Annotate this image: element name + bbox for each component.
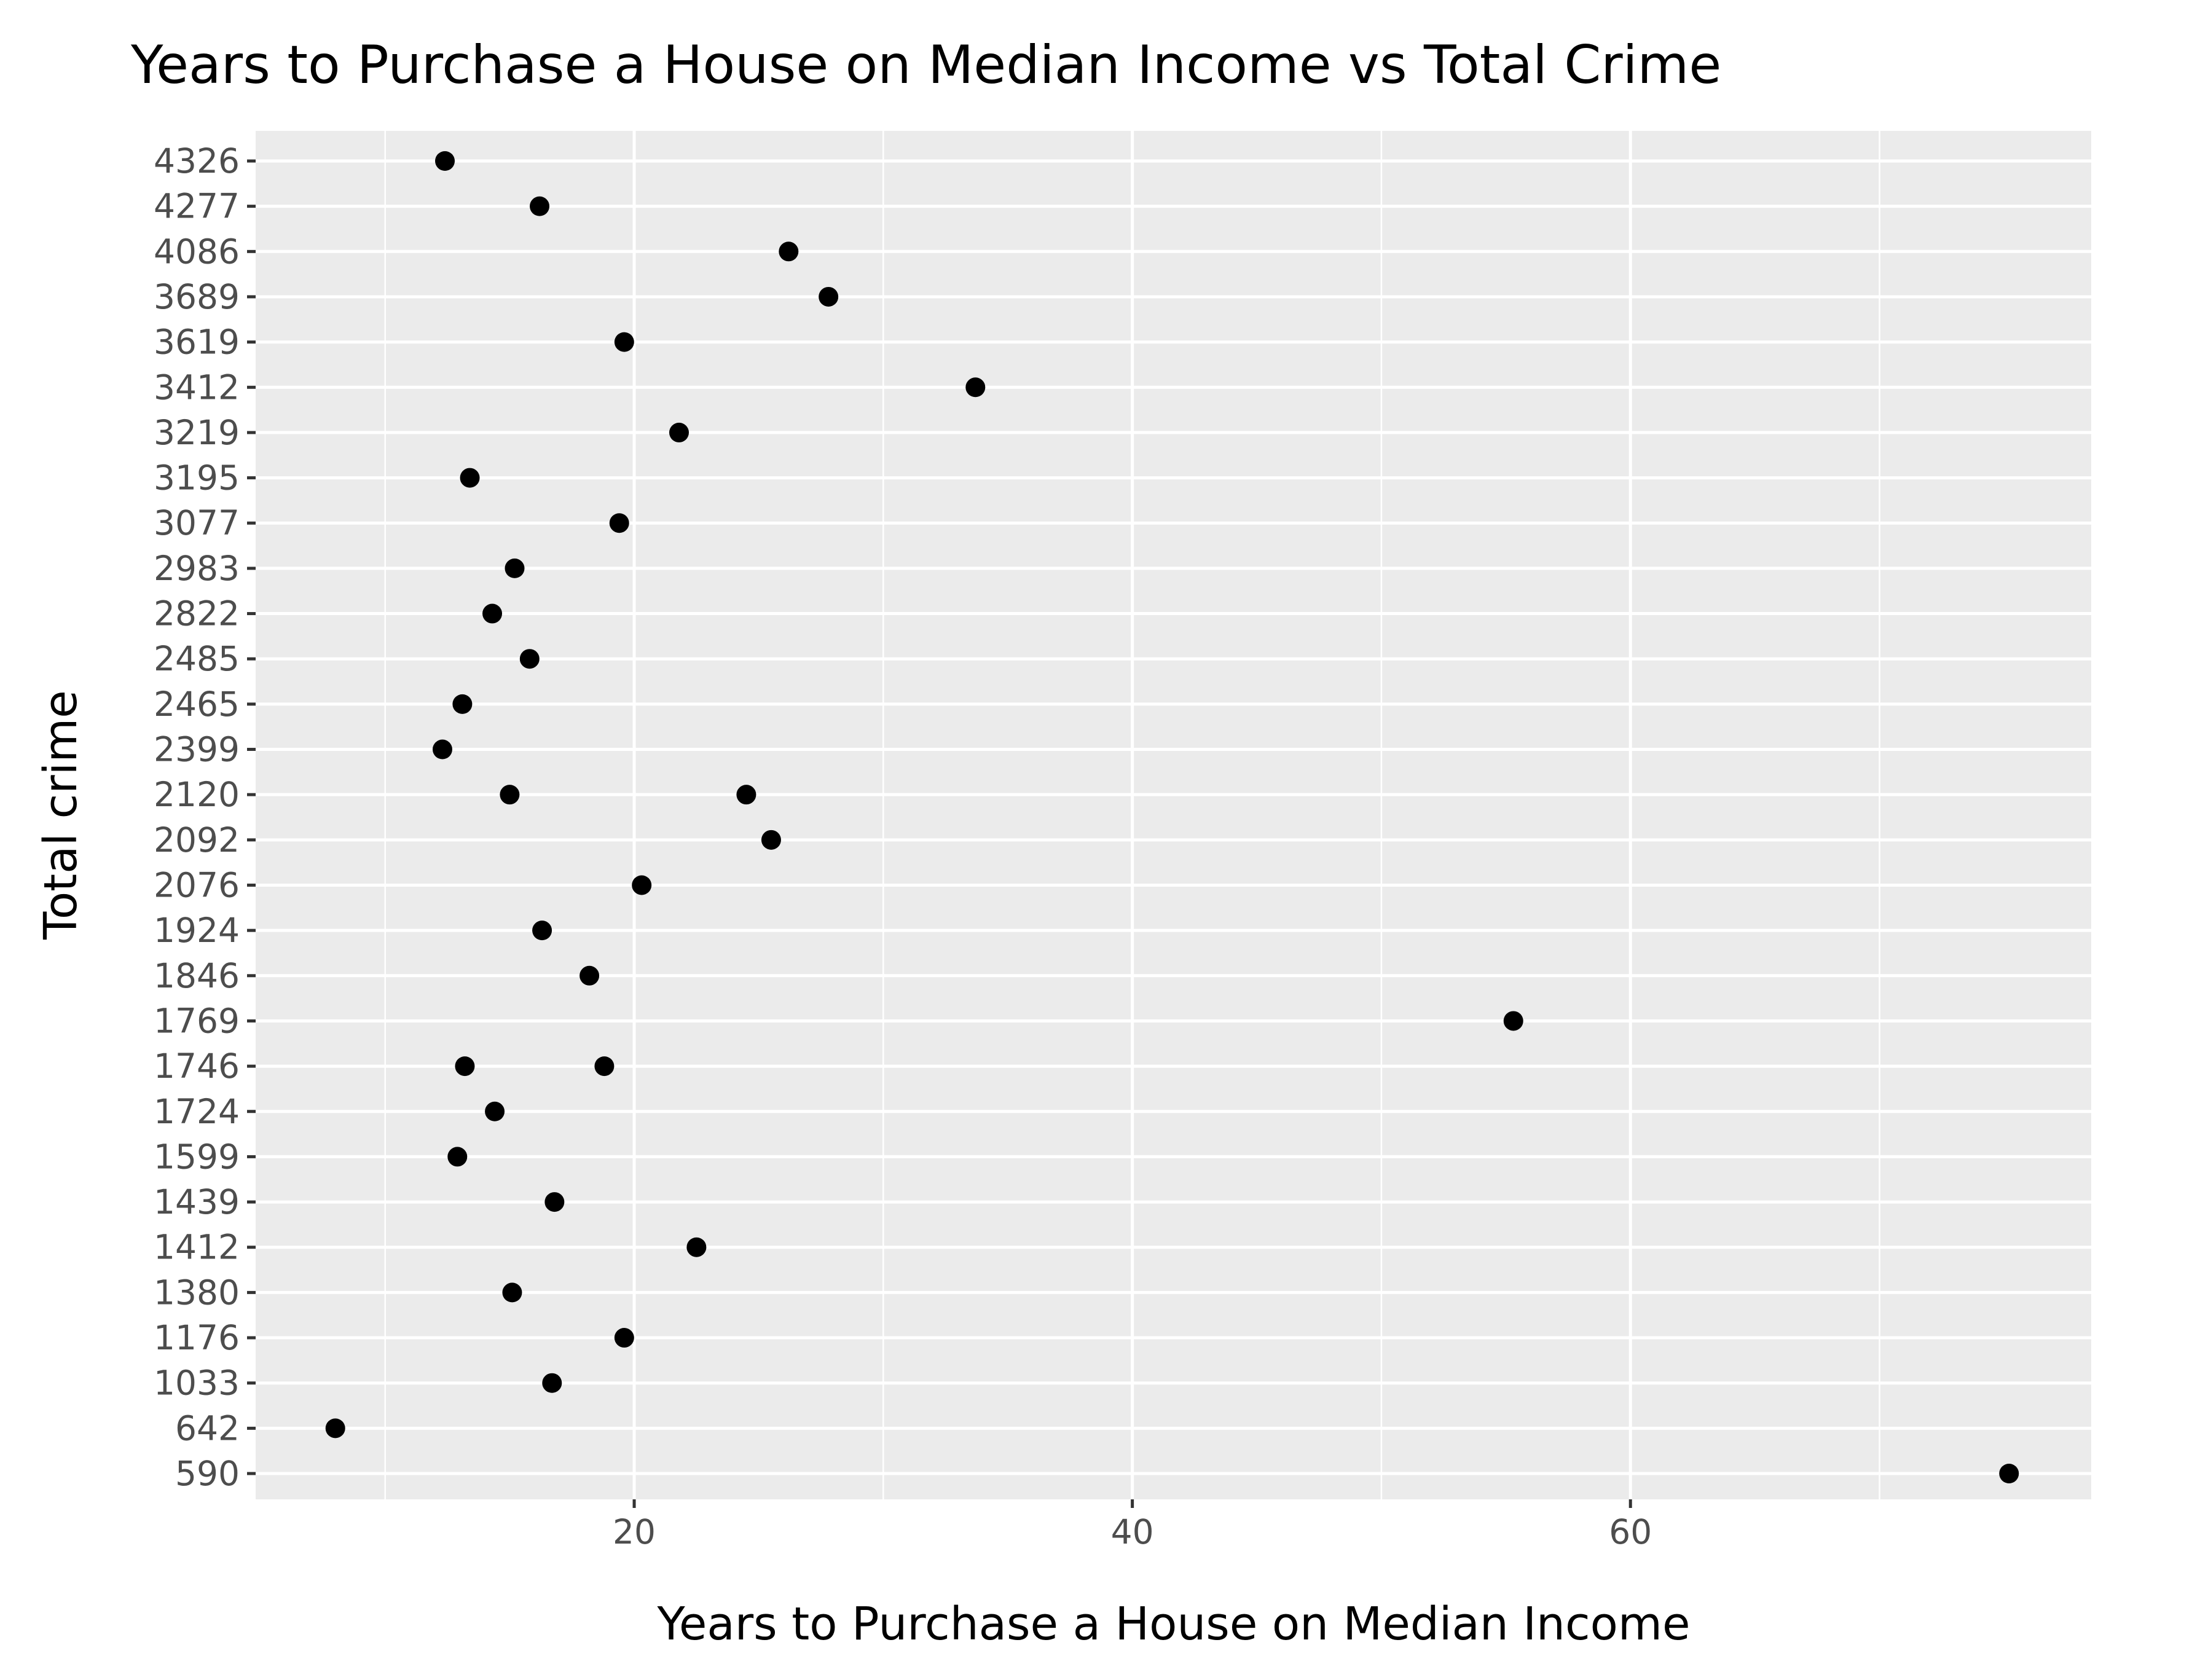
data-point [736, 785, 756, 805]
y-tick-label: 4326 [154, 141, 240, 181]
data-point [447, 1147, 468, 1167]
data-point [609, 513, 629, 533]
y-tick-label: 2485 [154, 639, 240, 678]
data-point [669, 422, 689, 442]
data-point [530, 196, 550, 216]
data-point [432, 739, 452, 760]
data-point [614, 332, 634, 352]
y-tick-label: 1439 [154, 1182, 240, 1222]
y-tick-label: 2822 [154, 594, 240, 634]
data-points [325, 151, 2019, 1483]
x-tick-label: 60 [1609, 1512, 1652, 1552]
data-point [594, 1056, 615, 1077]
y-tick-label: 1176 [154, 1318, 240, 1357]
data-point [686, 1237, 707, 1257]
y-tick-label: 1033 [154, 1364, 240, 1403]
axis-ticks: 20 40 60 590 642 1033 1176 1380 1412 1439 1599 1724… [154, 141, 1652, 1552]
y-tick-label: 1599 [154, 1137, 240, 1176]
y-tick-label: 2092 [154, 820, 240, 860]
data-point [544, 1192, 565, 1212]
plot-panel [256, 131, 2091, 1499]
x-tick-label: 40 [1111, 1512, 1154, 1552]
data-point [779, 241, 799, 262]
data-point [632, 875, 652, 895]
y-tick-label: 2120 [154, 775, 240, 814]
data-point [460, 468, 480, 488]
y-tick-label: 1769 [154, 1001, 240, 1040]
chart-title: Years to Purchase a House on Median Inco… [130, 34, 1721, 96]
data-point [482, 603, 503, 624]
y-tick-label: 3077 [154, 503, 240, 543]
y-tick-label: 3619 [154, 323, 240, 362]
data-point [965, 377, 986, 398]
x-tick-label: 20 [613, 1512, 656, 1552]
data-point [614, 1328, 634, 1348]
data-point [519, 649, 540, 669]
y-tick-label: 1846 [154, 956, 240, 995]
y-tick-label: 4086 [154, 232, 240, 271]
data-point [505, 558, 525, 578]
data-point [1503, 1011, 1523, 1031]
y-tick-label: 590 [175, 1454, 240, 1493]
data-point [502, 1282, 522, 1303]
y-tick-label: 3412 [154, 367, 240, 407]
grid-lines [256, 131, 2091, 1499]
y-tick-label: 1412 [154, 1228, 240, 1267]
data-point [532, 920, 552, 941]
data-point [435, 151, 455, 171]
data-point [542, 1373, 562, 1393]
y-tick-label: 1380 [154, 1273, 240, 1312]
y-tick-label: 2076 [154, 865, 240, 905]
data-point [1999, 1464, 2019, 1483]
y-tick-label: 2399 [154, 730, 240, 769]
y-tick-label: 2465 [154, 685, 240, 724]
y-tick-label: 4277 [154, 187, 240, 226]
y-axis-title: Total crime [34, 690, 87, 940]
data-point [761, 830, 781, 850]
data-point [452, 694, 473, 714]
y-tick-label: 3689 [154, 277, 240, 316]
data-point [500, 785, 520, 805]
data-point [325, 1418, 345, 1439]
data-point [579, 965, 600, 986]
y-tick-label: 1724 [154, 1092, 240, 1131]
y-tick-label: 2983 [154, 549, 240, 588]
data-point [455, 1056, 475, 1077]
y-tick-label: 1924 [154, 911, 240, 950]
y-tick-label: 642 [175, 1408, 240, 1448]
y-tick-label: 3219 [154, 413, 240, 452]
data-point [819, 286, 839, 307]
x-axis-title: Years to Purchase a House on Median Inco… [656, 1598, 1690, 1651]
data-point [485, 1101, 505, 1121]
y-tick-label: 1746 [154, 1046, 240, 1086]
y-tick-label: 3195 [154, 458, 240, 498]
